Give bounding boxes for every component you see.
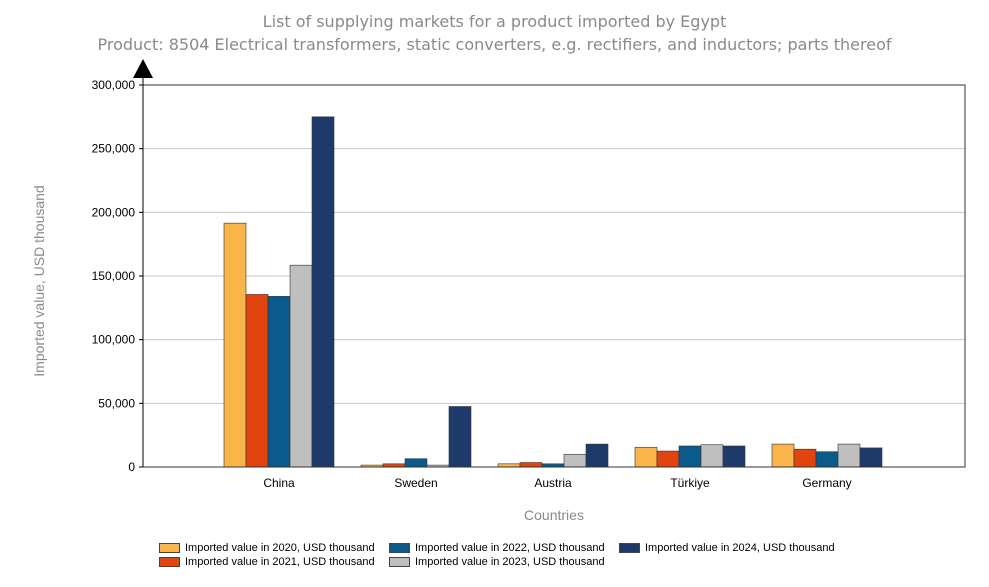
bar-germany-series-4 xyxy=(837,443,861,468)
legend-swatch xyxy=(619,543,640,553)
x-tick-label: Türkiye xyxy=(670,476,710,490)
legend-item-5: Imported value in 2024, USD thousand xyxy=(619,541,835,555)
legend-label: Imported value in 2024, USD thousand xyxy=(645,542,835,554)
bar-trkiye-series-2 xyxy=(656,450,680,468)
y-tick-label: 300,000 xyxy=(92,78,136,92)
bar-germany-series-2 xyxy=(793,448,817,468)
bar-trkiye-series-5 xyxy=(722,445,746,468)
bar-china-series-3 xyxy=(267,296,291,468)
bar-trkiye-series-4 xyxy=(700,444,724,468)
legend-item-2: Imported value in 2021, USD thousand xyxy=(159,555,375,569)
chart-subtitle: Product: 8504 Electrical transformers, s… xyxy=(97,35,892,54)
legend-label: Imported value in 2020, USD thousand xyxy=(185,542,375,554)
bar-sweden-series-5 xyxy=(448,406,472,468)
y-tick-label: 100,000 xyxy=(92,333,136,347)
bar-china-series-5 xyxy=(311,116,335,468)
x-tick-label: Austria xyxy=(534,476,572,490)
bar-germany-series-5 xyxy=(859,447,883,468)
x-axis-label: Countries xyxy=(524,507,584,523)
bar-trkiye-series-3 xyxy=(678,445,702,468)
bar-trkiye-series-1 xyxy=(634,446,658,468)
y-tick-label: 250,000 xyxy=(92,142,136,156)
bar-germany-series-3 xyxy=(815,451,839,468)
bar-china-series-2 xyxy=(245,294,269,468)
bar-sweden-series-3 xyxy=(404,458,428,468)
x-tick-label: Sweden xyxy=(394,476,437,490)
y-tick-label: 150,000 xyxy=(92,269,136,283)
bar-austria-series-5 xyxy=(585,443,609,468)
bar-austria-series-2 xyxy=(519,462,543,468)
legend-swatch xyxy=(389,543,410,553)
y-tick-label: 0 xyxy=(128,460,135,474)
bar-china-series-4 xyxy=(289,264,313,468)
legend-swatch xyxy=(159,557,180,567)
legend-label: Imported value in 2021, USD thousand xyxy=(185,556,375,568)
y-tick-label: 50,000 xyxy=(98,396,135,410)
x-tick-label: China xyxy=(263,476,295,490)
legend-swatch xyxy=(159,543,180,553)
legend-item-1: Imported value in 2020, USD thousand xyxy=(159,541,375,555)
bar-austria-series-4 xyxy=(563,453,587,468)
bar-china-series-1 xyxy=(223,222,247,468)
legend-swatch xyxy=(389,557,410,567)
legend-item-3: Imported value in 2022, USD thousand xyxy=(389,541,605,555)
bar-germany-series-1 xyxy=(771,443,795,468)
legend-label: Imported value in 2022, USD thousand xyxy=(415,542,605,554)
y-axis-label: Imported value, USD thousand xyxy=(31,185,47,376)
x-tick-label: Germany xyxy=(802,476,851,490)
y-axis-arrow-icon xyxy=(133,59,153,78)
legend-label: Imported value in 2023, USD thousand xyxy=(415,556,605,568)
legend: Imported value in 2020, USD thousand Impo… xyxy=(159,541,859,571)
legend-item-4: Imported value in 2023, USD thousand xyxy=(389,555,605,569)
chart-title: List of supplying markets for a product … xyxy=(262,12,727,31)
y-tick-label: 200,000 xyxy=(92,205,136,219)
